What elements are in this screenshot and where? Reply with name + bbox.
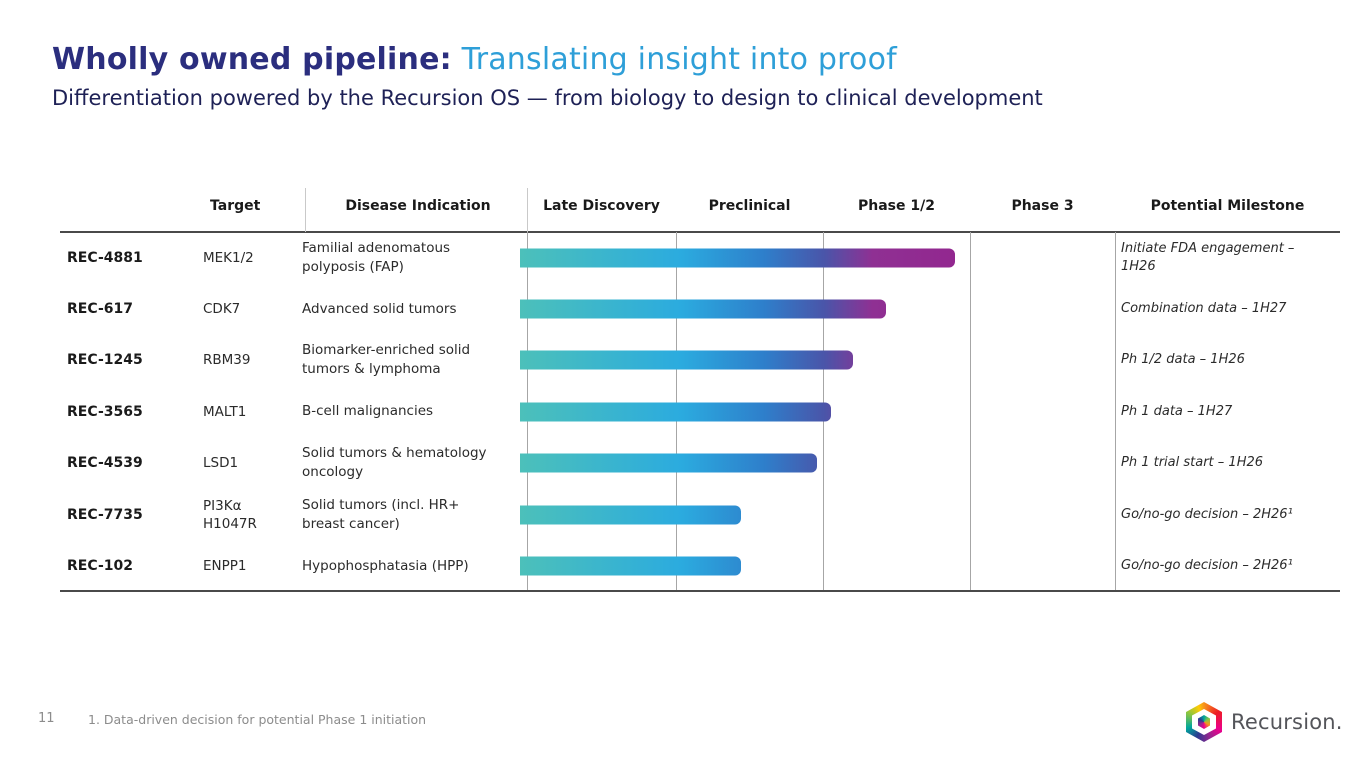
- recursion-hexagon-icon: [1186, 702, 1222, 742]
- pipeline-bar-track: [520, 335, 1108, 386]
- table-header-row: Target Disease Indication Late Discovery…: [60, 180, 1340, 232]
- page-title-bold: Wholly owned pipeline:: [52, 42, 452, 77]
- milestone: Go/no-go decision – 2H26¹: [1121, 558, 1293, 574]
- milestone: Ph 1 trial start – 1H26: [1121, 455, 1264, 471]
- pipeline-progress-bar: [520, 350, 853, 370]
- program-name: REC-7735: [67, 506, 143, 523]
- page-title-accent: Translating insight into proof: [461, 42, 897, 77]
- disease-indication: Solid tumors (incl. HR+ breast cancer): [302, 496, 460, 532]
- disease-indication: Familial adenomatous polyposis (FAP): [302, 239, 451, 275]
- program-name: REC-617: [67, 301, 133, 318]
- gridline-milestone-start: [1115, 232, 1116, 590]
- program-target: MEK1/2: [203, 249, 254, 266]
- pipeline-bar-track: [520, 283, 1108, 334]
- program-target: PI3Kα H1047R: [203, 497, 257, 532]
- pipeline-progress-bar: [520, 556, 741, 576]
- pipeline-progress-bar: [520, 248, 955, 268]
- pipeline-progress-bar: [520, 402, 831, 422]
- program-target: ENPP1: [203, 558, 247, 575]
- header-divider: [305, 188, 306, 232]
- header-preclinical: Preclinical: [708, 198, 791, 214]
- pipeline-progress-bar: [520, 453, 817, 473]
- program-target: LSD1: [203, 455, 239, 472]
- header-target: Target: [210, 198, 261, 214]
- recursion-logo: Recursion.: [1186, 702, 1343, 742]
- recursion-logo-text: Recursion.: [1231, 710, 1343, 734]
- milestone: Ph 1 data – 1H27: [1121, 403, 1233, 419]
- pipeline-bar-track: [520, 232, 1108, 283]
- pipeline-progress-bar: [520, 505, 741, 525]
- table-bottom-border: [60, 590, 1340, 592]
- pipeline-bar-track: [520, 540, 1108, 591]
- footnote: 1. Data-driven decision for potential Ph…: [88, 712, 427, 727]
- page-number: 11: [38, 711, 55, 726]
- milestone: Ph 1/2 data – 1H26: [1121, 352, 1245, 368]
- gridline-phase-3-start: [970, 232, 971, 590]
- program-target: CDK7: [203, 301, 241, 318]
- pipeline-table: Target Disease Indication Late Discovery…: [60, 180, 1340, 592]
- disease-indication: B-cell malignancies: [302, 403, 434, 420]
- header-divider: [527, 188, 528, 232]
- milestone: Combination data – 1H27: [1121, 301, 1287, 317]
- program-target: MALT1: [203, 403, 247, 420]
- header-potential-milestone: Potential Milestone: [1150, 198, 1305, 214]
- program-name: REC-4881: [67, 249, 143, 266]
- program-name: REC-1245: [67, 352, 143, 369]
- milestone: Initiate FDA engagement – 1H26: [1121, 240, 1295, 274]
- table-row: REC-3565 MALT1 B-cell malignancies Ph 1 …: [60, 386, 1340, 437]
- table-body: REC-4881 MEK1/2 Familial adenomatous pol…: [60, 232, 1340, 592]
- table-row: REC-7735 PI3Kα H1047R Solid tumors (incl…: [60, 489, 1340, 540]
- header-late-discovery: Late Discovery: [543, 198, 660, 214]
- milestone: Go/no-go decision – 2H26¹: [1121, 506, 1293, 522]
- page-title: Wholly owned pipeline: Translating insig…: [52, 42, 897, 77]
- program-name: REC-4539: [67, 455, 143, 472]
- disease-indication: Advanced solid tumors: [302, 300, 457, 317]
- header-phase-1-2: Phase 1/2: [858, 198, 935, 214]
- header-phase-3: Phase 3: [1011, 198, 1074, 214]
- header-disease-indication: Disease Indication: [345, 198, 491, 214]
- page-subtitle: Differentiation powered by the Recursion…: [52, 86, 1043, 110]
- pipeline-bar-track: [520, 489, 1108, 540]
- table-row: REC-4881 MEK1/2 Familial adenomatous pol…: [60, 232, 1340, 283]
- disease-indication: Biomarker-enriched solid tumors & lympho…: [302, 342, 471, 378]
- program-target: RBM39: [203, 352, 251, 369]
- table-row: REC-617 CDK7 Advanced solid tumors Combi…: [60, 283, 1340, 334]
- disease-indication: Solid tumors & hematology oncology: [302, 445, 487, 481]
- program-name: REC-3565: [67, 403, 143, 420]
- disease-indication: Hypophosphatasia (HPP): [302, 557, 469, 574]
- table-row: REC-102 ENPP1 Hypophosphatasia (HPP) Go/…: [60, 540, 1340, 591]
- table-row: REC-1245 RBM39 Biomarker-enriched solid …: [60, 335, 1340, 386]
- pipeline-progress-bar: [520, 299, 886, 319]
- table-row: REC-4539 LSD1 Solid tumors & hematology …: [60, 438, 1340, 489]
- table-header-border: [60, 231, 1340, 233]
- pipeline-bar-track: [520, 438, 1108, 489]
- pipeline-bar-track: [520, 386, 1108, 437]
- program-name: REC-102: [67, 558, 133, 575]
